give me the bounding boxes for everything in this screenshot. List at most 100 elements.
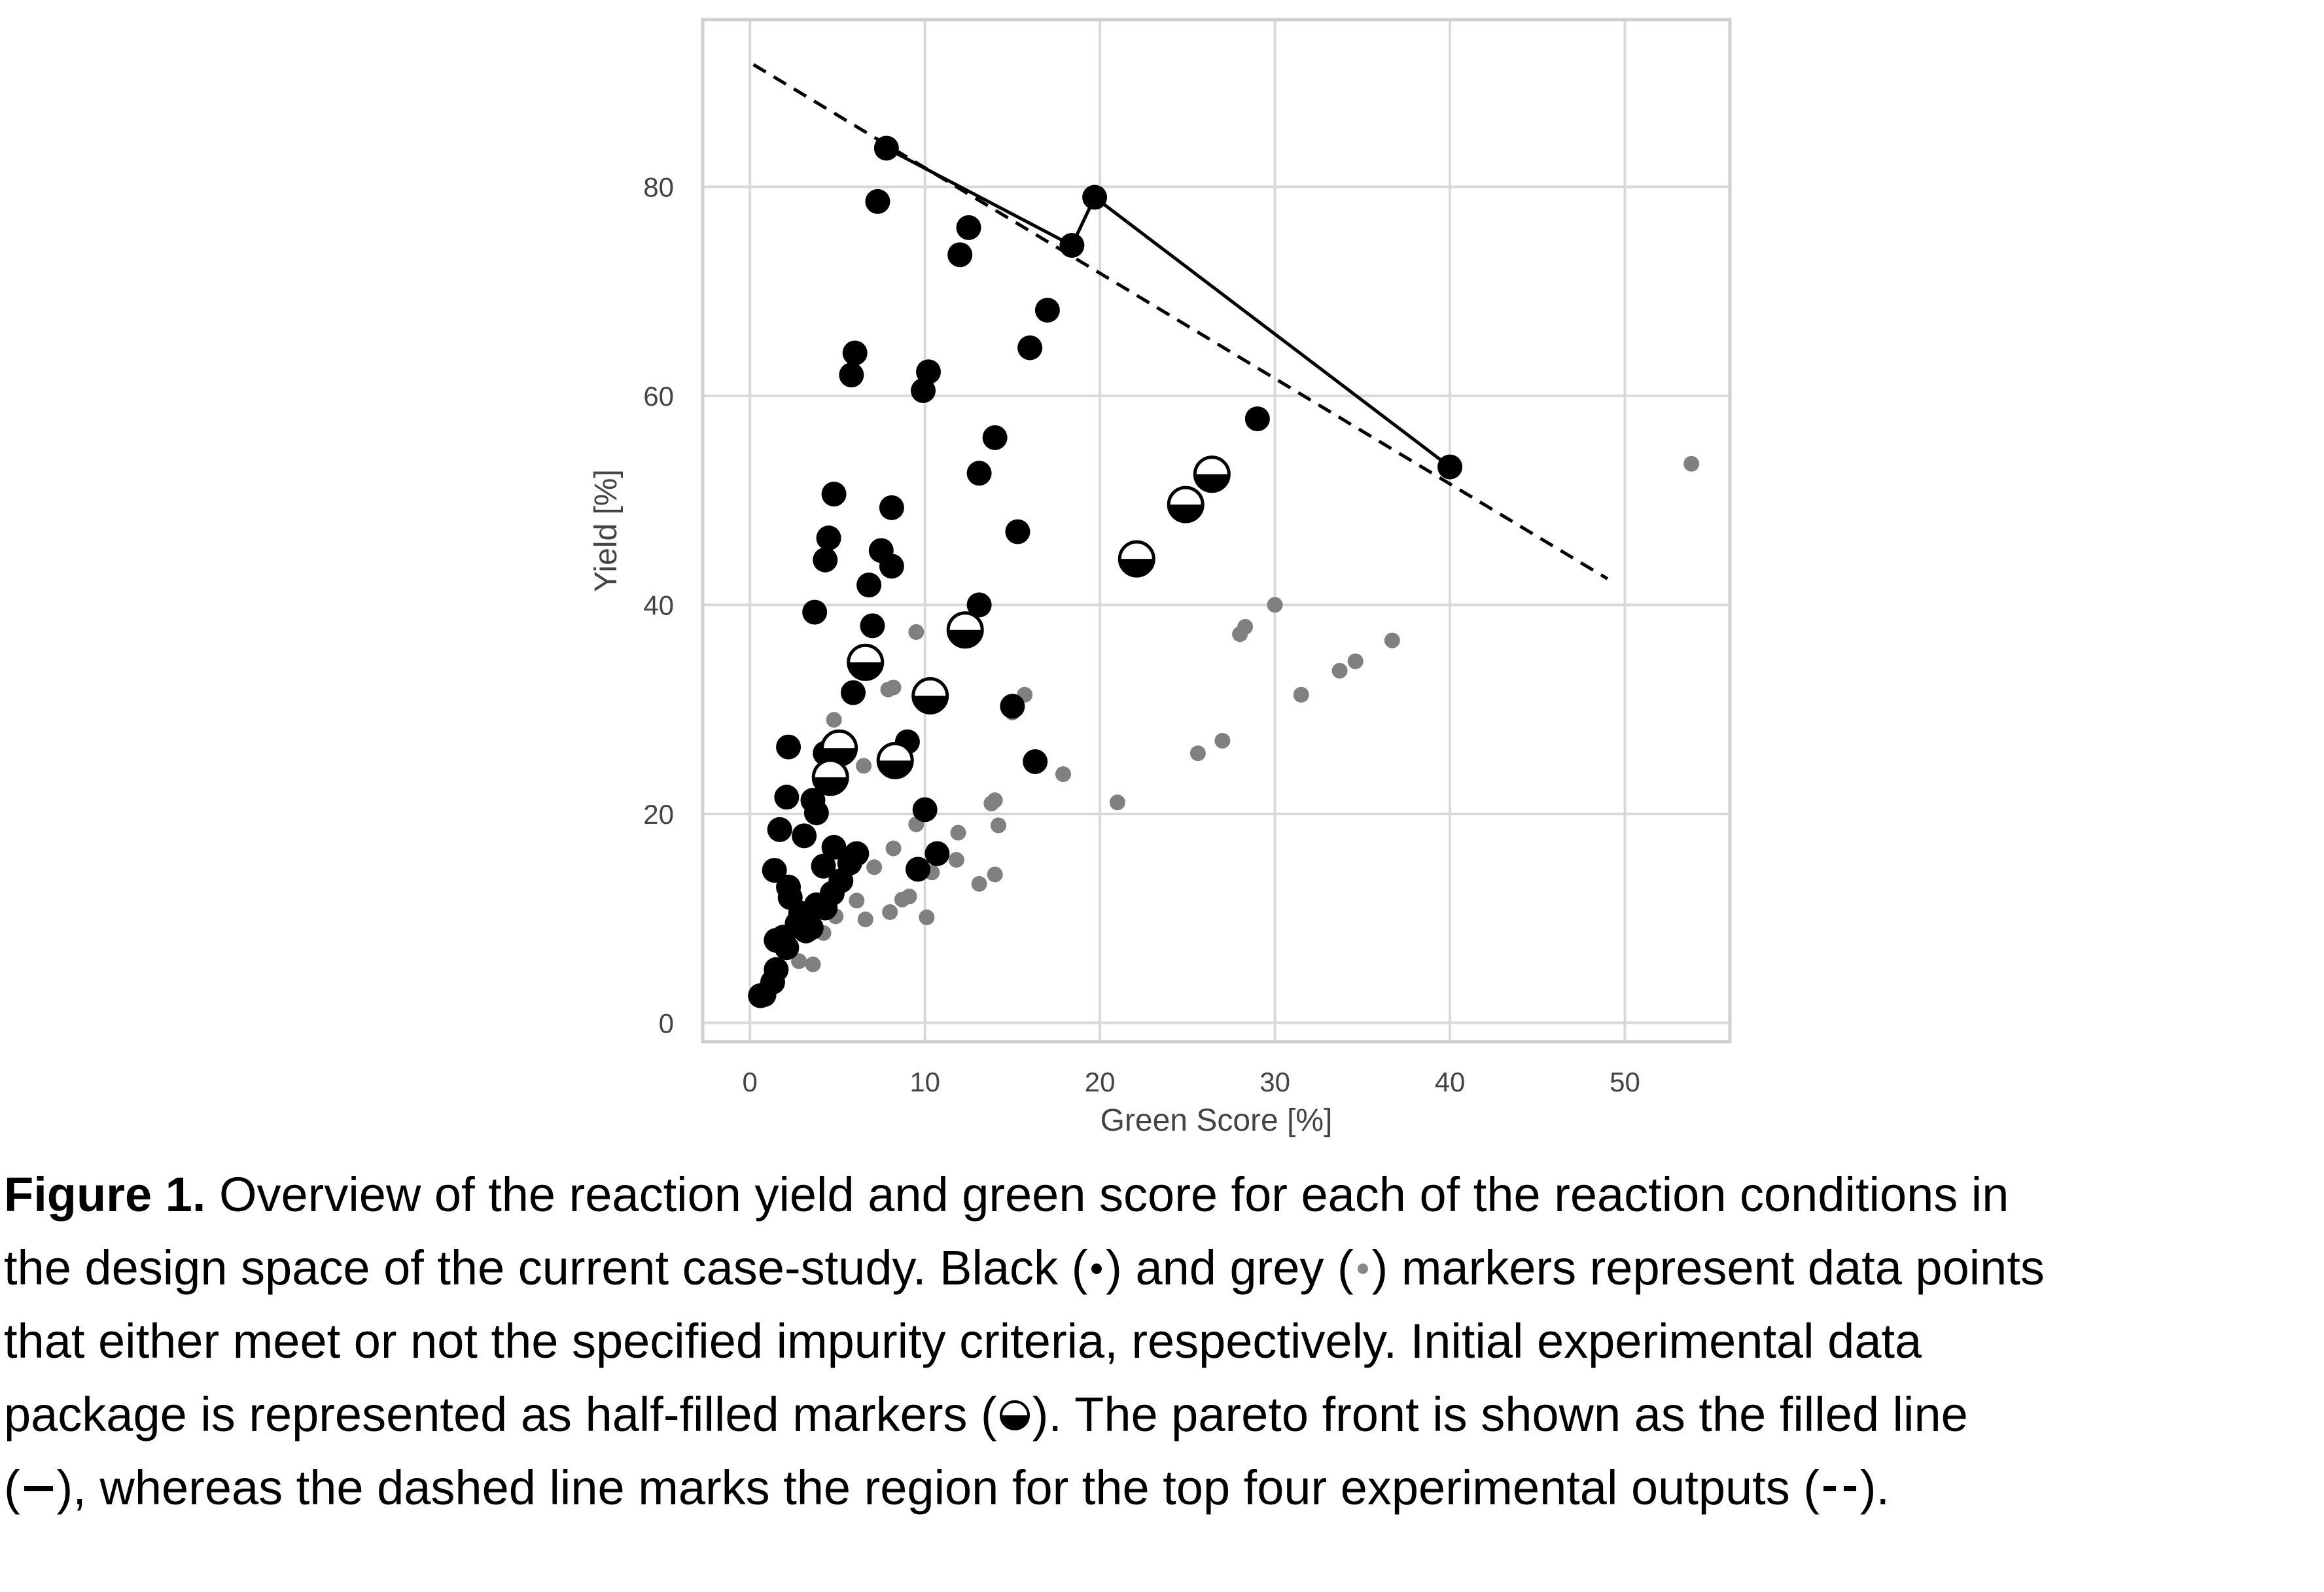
grey-data-point bbox=[1293, 686, 1309, 703]
half-marker-outline bbox=[1118, 540, 1155, 578]
black-data-point bbox=[947, 242, 973, 268]
half-filled-marker-icon bbox=[999, 1400, 1030, 1431]
caption-line-1: Figure 1. Overview of the reaction yield… bbox=[4, 1158, 2320, 1231]
black-data-point bbox=[748, 983, 773, 1008]
black-data-point bbox=[912, 797, 938, 823]
half-filled-data-point bbox=[1167, 486, 1205, 523]
half-marker-bottom bbox=[848, 662, 883, 680]
y-tick-label: 0 bbox=[659, 1008, 674, 1038]
caption-line-2: the design space of the current case-stu… bbox=[4, 1231, 2320, 1305]
black-marker-icon bbox=[1091, 1264, 1102, 1275]
dashed-region-line bbox=[752, 63, 1609, 580]
grey-data-point bbox=[1267, 597, 1283, 613]
half-marker-outline bbox=[946, 611, 984, 649]
grey-data-point bbox=[1055, 766, 1071, 783]
grey-data-point bbox=[856, 758, 872, 774]
black-data-point bbox=[841, 680, 866, 705]
half-marker-bottom bbox=[1195, 474, 1229, 491]
black-data-point bbox=[865, 188, 890, 214]
black-data-point bbox=[1005, 519, 1030, 544]
grey-data-point bbox=[919, 909, 935, 925]
black-data-point bbox=[813, 547, 838, 573]
black-data-point bbox=[860, 613, 885, 639]
dashed-line-icon bbox=[1823, 1486, 1856, 1492]
black-data-point bbox=[879, 554, 904, 579]
caption-text-2b: ) and grey ( bbox=[1106, 1241, 1354, 1295]
half-marker-outline bbox=[847, 643, 885, 681]
x-axis-label: Green Score [%] bbox=[1100, 1103, 1333, 1138]
plot-area bbox=[703, 20, 1730, 1042]
grey-data-point bbox=[983, 795, 1000, 811]
half-filled-data-point bbox=[1193, 455, 1231, 493]
black-data-point bbox=[1017, 335, 1043, 361]
grey-data-point bbox=[885, 840, 902, 857]
grey-data-point bbox=[908, 624, 924, 640]
scatter-chart: 0 10 20 30 40 50 0 20 40 60 80 Green Score [%] Yield… bbox=[589, 18, 1732, 1138]
half-filled-data-point bbox=[876, 741, 914, 779]
pareto-front-line bbox=[885, 147, 1451, 469]
black-data-point bbox=[811, 853, 836, 879]
caption-line-3: that either meet or not the specified im… bbox=[4, 1314, 1922, 1368]
x-tick-label: 40 bbox=[1435, 1067, 1466, 1097]
grey-data-point bbox=[880, 681, 896, 698]
half-marker-bottom bbox=[1169, 504, 1203, 522]
black-data-point bbox=[1034, 298, 1060, 323]
half-filled-data-point bbox=[911, 677, 949, 715]
black-data-point bbox=[924, 841, 950, 866]
y-tick-label: 80 bbox=[643, 172, 674, 203]
caption-text-4b: ). The pareto front is shown as the fill… bbox=[1032, 1387, 1968, 1442]
grey-data-point bbox=[857, 911, 873, 928]
grey-data-point bbox=[1347, 653, 1364, 669]
grey-data-point bbox=[1232, 626, 1248, 643]
solid-line-icon bbox=[24, 1486, 53, 1492]
figure-1: 0 10 20 30 40 50 0 20 40 60 80 Green Score [%] Yield… bbox=[589, 18, 1732, 1138]
half-marker-outline bbox=[811, 758, 849, 796]
grey-data-point bbox=[1189, 745, 1206, 762]
caption-text-2c: ) markers represent data points bbox=[1371, 1241, 2045, 1295]
grey-data-point bbox=[791, 953, 807, 970]
figure-label: Figure 1. bbox=[4, 1167, 206, 1222]
grey-data-point bbox=[805, 956, 821, 972]
grey-data-point bbox=[894, 891, 910, 908]
grey-marker-icon bbox=[1357, 1264, 1368, 1275]
half-marker-outline bbox=[1167, 486, 1205, 523]
black-data-point bbox=[982, 425, 1008, 450]
figure-caption: Figure 1. Overview of the reaction yield… bbox=[4, 1158, 2320, 1525]
half-filled-data-point bbox=[946, 611, 984, 649]
black-data-point bbox=[762, 858, 787, 883]
half-marker-bottom bbox=[948, 629, 983, 647]
caption-text-5a: ( bbox=[4, 1460, 20, 1515]
black-data-point bbox=[792, 823, 817, 849]
black-data-point bbox=[821, 482, 847, 507]
half-marker-bottom bbox=[913, 696, 947, 713]
plot-frame bbox=[701, 18, 1732, 1044]
black-data-point bbox=[774, 785, 800, 810]
black-data-point bbox=[813, 895, 838, 921]
black-data-point bbox=[793, 918, 819, 944]
black-data-point bbox=[816, 525, 841, 551]
grey-data-point bbox=[1331, 663, 1348, 679]
grey-data-point bbox=[849, 893, 865, 909]
y-tick-label: 20 bbox=[643, 799, 674, 830]
grey-data-point bbox=[991, 817, 1007, 834]
half-marker-bottom bbox=[1119, 559, 1154, 576]
black-data-point bbox=[1000, 694, 1025, 719]
caption-text-4a: package is represented as half-filled ma… bbox=[4, 1387, 997, 1442]
black-data-point bbox=[956, 215, 981, 240]
black-data-point bbox=[905, 857, 930, 882]
caption-text-2a: the design space of the current case-stu… bbox=[4, 1241, 1088, 1295]
y-tick-label: 40 bbox=[643, 590, 674, 620]
black-data-point bbox=[767, 817, 792, 842]
half-marker-bottom bbox=[878, 760, 913, 778]
caption-text-5c: ). bbox=[1859, 1460, 1890, 1515]
x-tick-label: 20 bbox=[1085, 1067, 1116, 1097]
grey-data-point bbox=[948, 852, 964, 868]
half-marker-outline bbox=[1193, 455, 1231, 493]
grey-data-point bbox=[882, 904, 898, 920]
black-data-point bbox=[1244, 406, 1270, 432]
half-filled-data-point bbox=[847, 643, 885, 681]
caption-text-5b: ), whereas the dashed line marks the reg… bbox=[56, 1460, 1820, 1515]
grey-data-point bbox=[950, 824, 966, 841]
caption-line-5: ( ), whereas the dashed line marks the re… bbox=[4, 1451, 2320, 1525]
x-tick-label: 30 bbox=[1259, 1067, 1290, 1097]
